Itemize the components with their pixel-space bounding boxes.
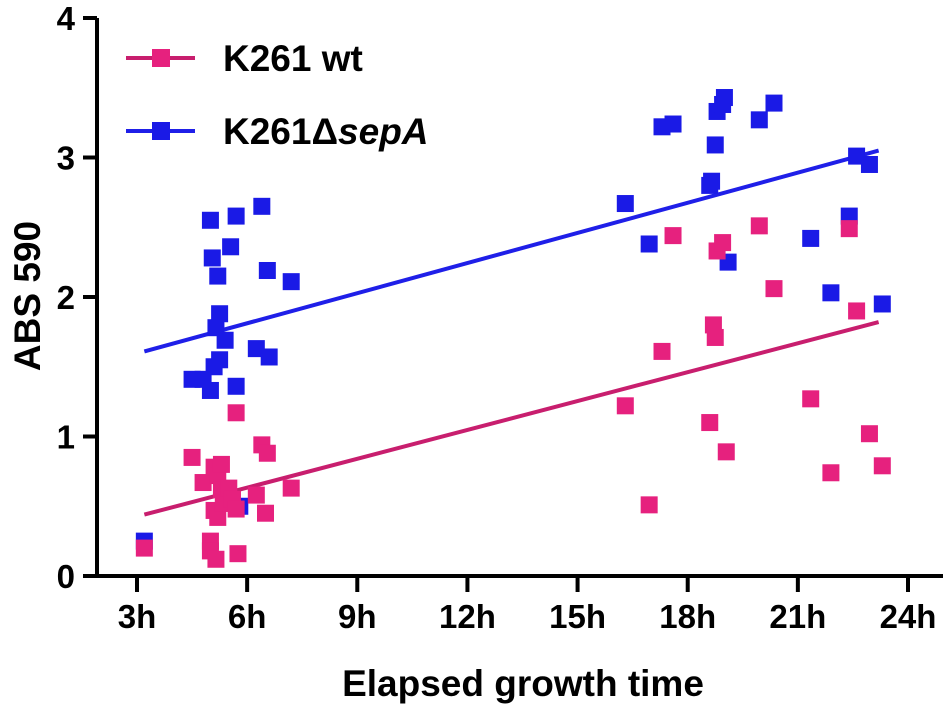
data-point-wt [848,302,866,320]
data-point-sepa [201,211,219,229]
legend-marker [152,122,170,140]
data-point-sepa [209,267,227,285]
data-point-sepa [616,195,634,213]
trend-lines [143,148,880,517]
data-point-wt [714,234,732,252]
data-point-wt [664,227,682,245]
y-tick-label: 0 [57,558,75,595]
trend-line-wt [143,320,880,517]
y-tick-label: 4 [57,0,76,37]
data-point-sepa [203,249,221,267]
data-point-sepa [201,381,219,399]
data-points [135,89,891,568]
x-axis-title: Elapsed growth time [342,663,704,704]
data-point-wt [840,220,858,238]
y-tick-label: 3 [57,140,75,177]
data-point-sepa [211,305,229,323]
data-point-sepa [664,115,682,133]
x-tick-label: 24h [880,598,937,635]
data-point-wt [207,550,225,568]
data-point-wt [135,539,153,557]
data-point-wt [229,545,247,563]
x-tick-label: 9h [338,598,377,635]
data-point-wt [227,404,245,422]
data-point-sepa [211,351,229,369]
data-point-sepa [260,348,278,366]
x-tick-label: 12h [439,598,496,635]
data-point-wt [257,504,274,522]
data-point-wt [860,425,878,443]
data-point-wt [765,280,783,298]
data-point-wt [640,496,658,514]
data-point-sepa [750,111,768,129]
data-point-sepa [227,207,245,225]
data-point-wt [212,455,230,473]
x-tick-label: 6h [228,598,267,635]
data-point-wt [653,342,671,360]
legend-label: K261 wt [223,38,363,79]
data-point-wt [822,464,840,482]
data-point-sepa [282,273,300,291]
data-point-sepa [222,238,240,256]
x-tick-label: 21h [769,598,826,635]
y-tick-label: 1 [57,419,75,456]
data-point-sepa [706,136,724,154]
legend-label: K261ΔsepA [223,111,429,152]
data-point-wt [183,448,201,466]
data-point-wt [750,217,768,235]
trend-line-sepa [143,148,880,354]
data-point-wt [802,390,820,408]
data-point-wt [209,508,227,526]
data-point-wt [227,500,245,518]
data-point-wt [701,414,719,432]
y-tick-label: 2 [57,279,75,316]
x-tick-label: 18h [659,598,716,635]
data-point-sepa [216,331,234,349]
data-point-sepa [253,197,271,215]
data-point-wt [258,444,276,462]
axes-layer: 0 1 2 3 4 3h 6h 9h 12h 15h 18h 21h 24h [57,0,943,635]
data-point-wt [282,479,300,497]
data-point-sepa [802,229,820,247]
data-point-sepa [227,377,245,395]
data-point-wt [706,328,724,346]
legend-marker [152,49,170,67]
data-point-sepa [822,284,840,302]
data-point-sepa [848,147,866,165]
data-point-sepa [765,94,783,112]
data-point-sepa [258,261,276,279]
data-point-wt [717,443,735,461]
y-axis-title: ABS 590 [7,221,48,371]
data-point-wt [873,457,891,475]
x-tick-label: 3h [118,598,157,635]
data-point-wt [616,397,634,415]
data-point-sepa [640,235,658,253]
data-point-sepa [247,340,265,358]
legend: K261 wt K261ΔsepA [126,38,429,152]
data-point-sepa [873,295,891,313]
data-point-sepa [715,89,733,107]
data-point-sepa [860,155,878,173]
x-tick-label: 15h [549,598,606,635]
data-point-sepa [703,172,721,190]
data-point-wt [194,474,212,492]
data-point-wt [247,486,265,504]
